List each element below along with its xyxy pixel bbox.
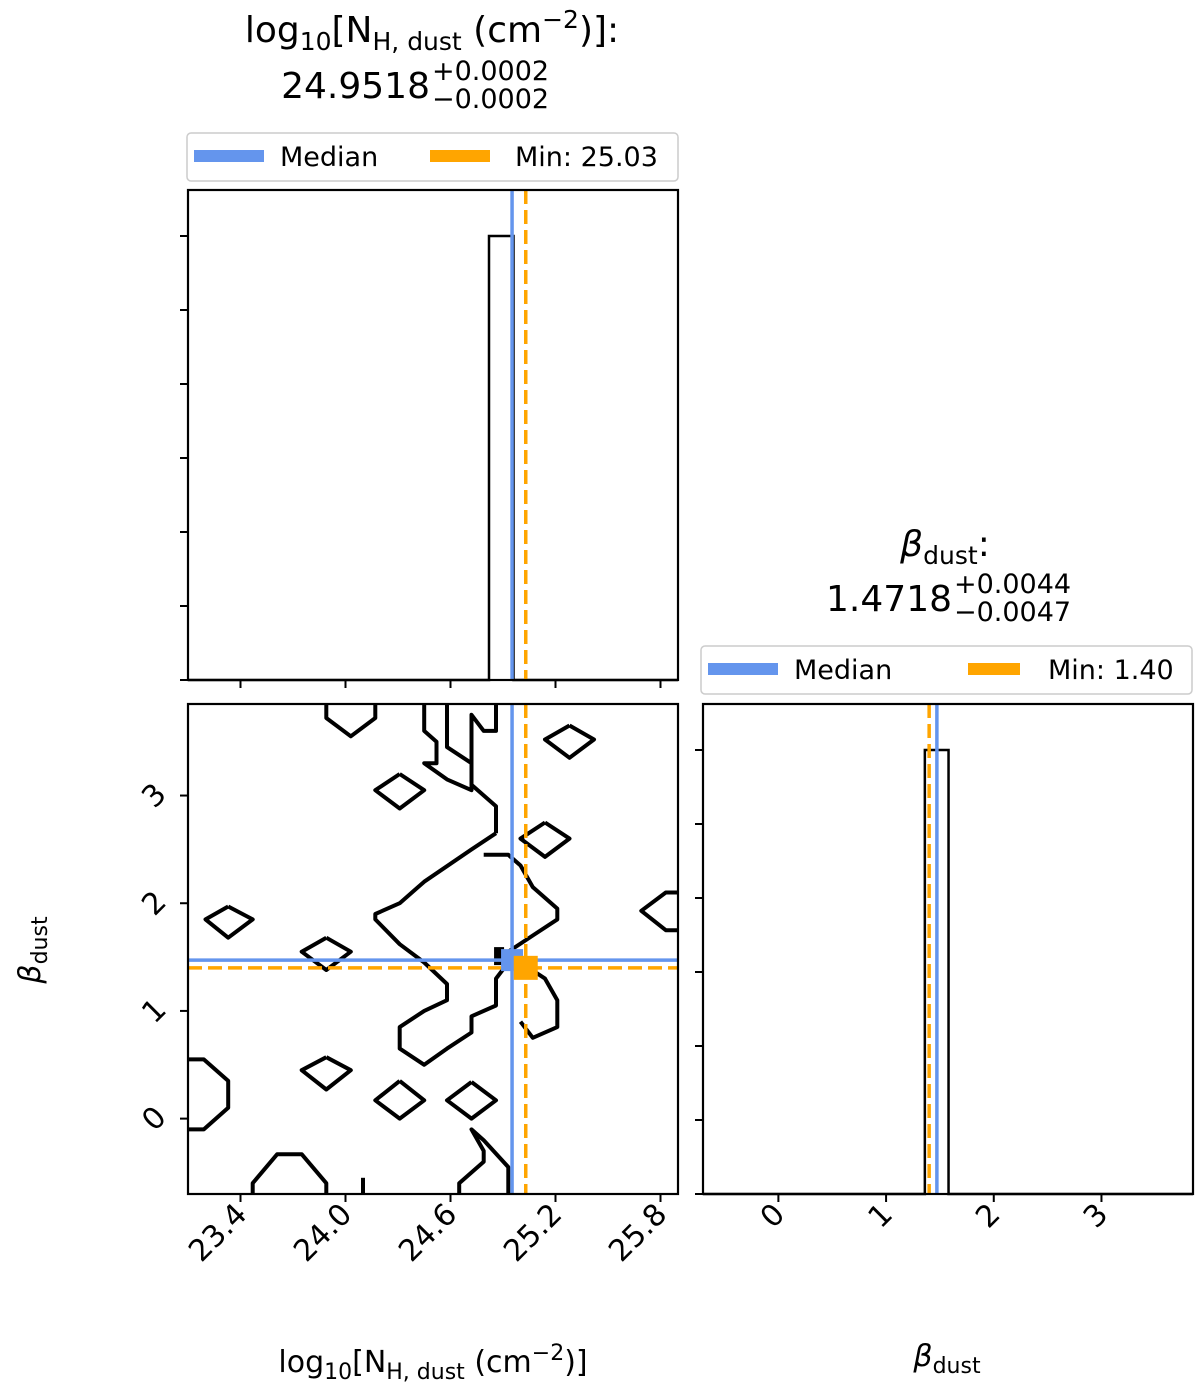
nh-histogram bbox=[188, 234, 678, 682]
contour-line bbox=[518, 820, 572, 859]
contour-line bbox=[203, 904, 255, 940]
contours bbox=[188, 704, 678, 1194]
nh-title-plus: +0.0002 bbox=[432, 56, 549, 87]
nh-title-minus: −0.0002 bbox=[432, 84, 549, 115]
nh-title-name: log10[NH, dust (cm−2)]: bbox=[245, 5, 619, 56]
contour-ytick-label: 3 bbox=[135, 777, 173, 815]
contour-yticks: 0 1 2 3 bbox=[135, 777, 188, 1138]
contour-ytick-label: 0 bbox=[135, 1100, 173, 1138]
contour-panel: 23.4 24.0 24.6 25.2 25.8 0 1 2 3 bbox=[135, 702, 680, 1269]
contour-line bbox=[543, 723, 596, 760]
beta-title-name: βdust: bbox=[899, 524, 990, 570]
hist-nh-yticks bbox=[180, 235, 188, 681]
beta-legend: Median Min: 1.40 bbox=[700, 645, 1193, 695]
contour-line bbox=[445, 1080, 498, 1121]
contour-xtick-label: 25.8 bbox=[602, 1197, 674, 1269]
contour-line bbox=[422, 704, 498, 793]
contour-ytick-label: 1 bbox=[135, 992, 173, 1030]
contour-xtick-label: 25.2 bbox=[497, 1197, 569, 1269]
contour-xticks: 23.4 24.0 24.6 25.2 25.8 bbox=[182, 1194, 674, 1269]
contour-line bbox=[483, 852, 560, 1040]
contour-line bbox=[457, 1127, 511, 1194]
legend-min-label: Min: 1.40 bbox=[1048, 655, 1174, 686]
min-marker bbox=[513, 955, 538, 980]
contour-line bbox=[188, 1057, 231, 1132]
contour-line bbox=[324, 704, 378, 739]
beta-title-minus: −0.0047 bbox=[954, 597, 1071, 628]
contour-line bbox=[639, 890, 678, 933]
beta-hist-xtick-label: 3 bbox=[1077, 1197, 1115, 1235]
legend-min-swatch bbox=[968, 663, 1020, 675]
contour-line bbox=[373, 772, 427, 811]
contour-line bbox=[445, 704, 498, 834]
x-axis-label-beta: βdust bbox=[912, 1339, 981, 1379]
legend-median-swatch bbox=[708, 663, 778, 675]
legend-median-swatch bbox=[194, 150, 264, 162]
beta-title-plus: +0.0044 bbox=[954, 569, 1071, 600]
legend-median-label: Median bbox=[794, 655, 892, 686]
nh-title-value: 24.9518 bbox=[281, 66, 430, 107]
beta-histogram-panel: 0 1 2 3 bbox=[695, 702, 1195, 1235]
y-axis-label-beta: βdust bbox=[13, 916, 53, 985]
beta-hist-xtick-label: 2 bbox=[969, 1197, 1007, 1235]
contour-line bbox=[373, 831, 510, 1067]
contour-line bbox=[299, 1055, 353, 1092]
contour-xtick-label: 23.4 bbox=[182, 1197, 254, 1269]
contour-line bbox=[250, 1152, 329, 1194]
beta-histogram bbox=[703, 748, 1193, 1196]
beta-hist-xticks: 0 1 2 3 bbox=[754, 1194, 1115, 1235]
legend-min-swatch bbox=[430, 150, 490, 162]
x-axis-label-nh: log10[NH, dust (cm−2)] bbox=[278, 1341, 587, 1385]
nh-histogram-panel bbox=[180, 188, 680, 688]
hist-nh-xticks bbox=[239, 680, 662, 688]
hist-beta-yticks bbox=[695, 749, 703, 1195]
legend-min-label: Min: 25.03 bbox=[515, 142, 658, 173]
nh-legend: Median Min: 25.03 bbox=[186, 132, 679, 182]
contour-ytick-label: 2 bbox=[135, 884, 173, 922]
contour-line bbox=[299, 935, 353, 972]
contour-line bbox=[373, 1079, 427, 1121]
beta-hist-xtick-label: 0 bbox=[754, 1197, 792, 1235]
best-fit-black-marker bbox=[494, 947, 505, 966]
beta-hist-xtick-label: 1 bbox=[861, 1197, 899, 1235]
legend-median-label: Median bbox=[280, 142, 378, 173]
beta-title-value: 1.4718 bbox=[826, 579, 952, 620]
contour-xtick-label: 24.6 bbox=[392, 1197, 464, 1269]
contour-xtick-label: 24.0 bbox=[287, 1197, 359, 1269]
